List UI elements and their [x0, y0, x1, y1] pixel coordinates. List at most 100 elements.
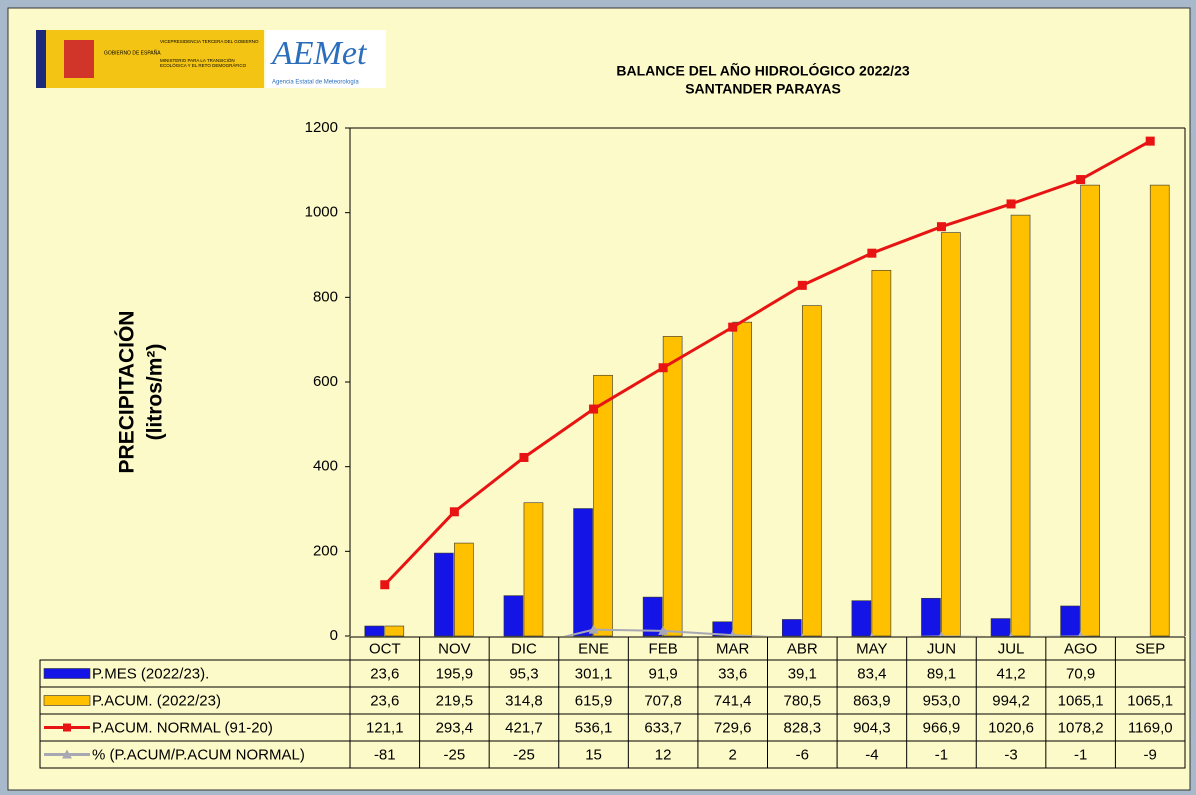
table-value: -25	[513, 746, 535, 763]
line-marker	[1076, 175, 1086, 185]
x-tick-label: ABR	[787, 640, 818, 657]
table-value: 89,1	[927, 665, 956, 682]
bar	[364, 625, 385, 637]
bar	[1080, 184, 1100, 637]
table-value: 195,9	[436, 665, 474, 682]
table-value: 15	[585, 746, 602, 763]
x-tick-label: MAR	[716, 640, 750, 657]
table-value: 70,9	[1066, 665, 1095, 682]
line-marker	[380, 580, 390, 590]
table-value: 91,9	[649, 665, 678, 682]
line-marker	[449, 507, 459, 517]
x-tick-label: FEB	[649, 640, 678, 657]
line-marker	[936, 222, 946, 232]
gov-vice: VICEPRESIDENCIA TERCERA DEL GOBIERNO	[160, 39, 259, 44]
legend-label: % (P.ACUM/P.ACUM NORMAL)	[92, 746, 305, 763]
logo-aemet: AEMet Agencia Estatal de Meteorología	[266, 30, 386, 88]
legend-swatch	[43, 695, 91, 706]
table-value: 994,2	[992, 692, 1030, 709]
bar	[593, 374, 613, 637]
x-tick-label: ENE	[578, 640, 609, 657]
chart-subtitle: SANTANDER PARAYAS	[685, 81, 841, 97]
table-value: -81	[374, 746, 396, 763]
line-marker	[658, 363, 668, 373]
table-value: -6	[796, 746, 809, 763]
y-tick-label: 0	[330, 627, 338, 644]
table-value: 83,4	[857, 665, 886, 682]
line-marker	[1078, 631, 1084, 636]
gov-ministry: MINISTERIO PARA LA TRANSICIÓN ECOLÓGICA …	[160, 58, 247, 68]
x-tick-label: MAY	[856, 640, 887, 657]
table-value: -4	[865, 746, 878, 763]
legend-marker	[63, 723, 71, 732]
gov-name: GOBIERNO DE ESPAÑA	[104, 49, 161, 56]
bar	[573, 508, 593, 637]
table-value: 39,1	[788, 665, 817, 682]
table-value: 633,7	[644, 719, 682, 736]
bar	[384, 625, 405, 637]
table-value: -1	[935, 746, 948, 763]
line-marker	[729, 630, 736, 636]
line-marker	[658, 625, 669, 635]
table-value: 707,8	[644, 692, 682, 709]
line-marker	[867, 248, 877, 258]
bar	[941, 232, 961, 637]
table-value: 121,1	[366, 719, 404, 736]
x-tick-label: OCT	[369, 640, 401, 657]
table-value: 1078,2	[1058, 719, 1104, 736]
legend-label: P.MES (2022/23).	[92, 665, 209, 682]
line-marker	[870, 632, 874, 636]
table-value: 828,3	[784, 719, 822, 736]
line-series	[383, 139, 1151, 586]
table-value: 33,6	[718, 665, 747, 682]
table-value: 95,3	[509, 665, 538, 682]
table-value: 1169,0	[1128, 719, 1173, 736]
table-value: 741,4	[714, 692, 752, 709]
table-value: 729,6	[714, 719, 752, 736]
line-marker	[519, 452, 529, 462]
bar	[1060, 605, 1080, 637]
legend-marker	[62, 749, 72, 759]
bar	[712, 621, 733, 637]
bar	[454, 542, 474, 637]
y-tick-label: 200	[313, 542, 338, 559]
line-marker	[1145, 136, 1155, 146]
bar	[990, 618, 1011, 637]
bar	[503, 595, 524, 637]
chart-title: BALANCE DEL AÑO HIDROLÓGICO 2022/23	[616, 62, 909, 79]
line-marker	[800, 633, 804, 636]
table-value: 293,4	[436, 719, 474, 736]
bar	[921, 597, 941, 637]
aemet-name: Agencia Estatal de Meteorología	[272, 80, 359, 86]
table-value: 219,5	[436, 692, 474, 709]
legend-swatch	[43, 668, 91, 679]
bar	[851, 600, 872, 637]
table-value: 421,7	[505, 719, 543, 736]
legend-label: P.ACUM. NORMAL (91-20)	[92, 719, 273, 736]
plot-lines	[380, 136, 1155, 636]
bar	[1149, 184, 1170, 637]
table-value: 780,5	[784, 692, 822, 709]
table-value: 314,8	[505, 692, 543, 709]
line-marker	[588, 624, 599, 634]
bar	[662, 336, 683, 637]
table-value: -25	[444, 746, 466, 763]
aemet-logo: AEMet	[270, 35, 368, 72]
x-tick-label: SEP	[1135, 640, 1165, 657]
table-value: 23,6	[370, 665, 399, 682]
bar	[732, 321, 753, 637]
logo-gov: GOBIERNO DE ESPAÑA VICEPRESIDENCIA TERCE…	[36, 30, 264, 88]
table-value: 1065,1	[1058, 692, 1104, 709]
table-value: 863,9	[853, 692, 891, 709]
line-marker	[728, 322, 738, 332]
line-marker	[938, 631, 945, 636]
table-value: -9	[1144, 746, 1157, 763]
line-marker	[1149, 634, 1151, 636]
table-value: 966,9	[923, 719, 961, 736]
bar	[801, 305, 822, 637]
table-value: 41,2	[996, 665, 1025, 682]
y-tick-label: 1000	[305, 204, 338, 221]
x-tick-label: JUN	[927, 640, 956, 657]
y-tick-label: 400	[313, 458, 338, 475]
y-axis-label-unit: (litros/m²)	[144, 344, 167, 441]
